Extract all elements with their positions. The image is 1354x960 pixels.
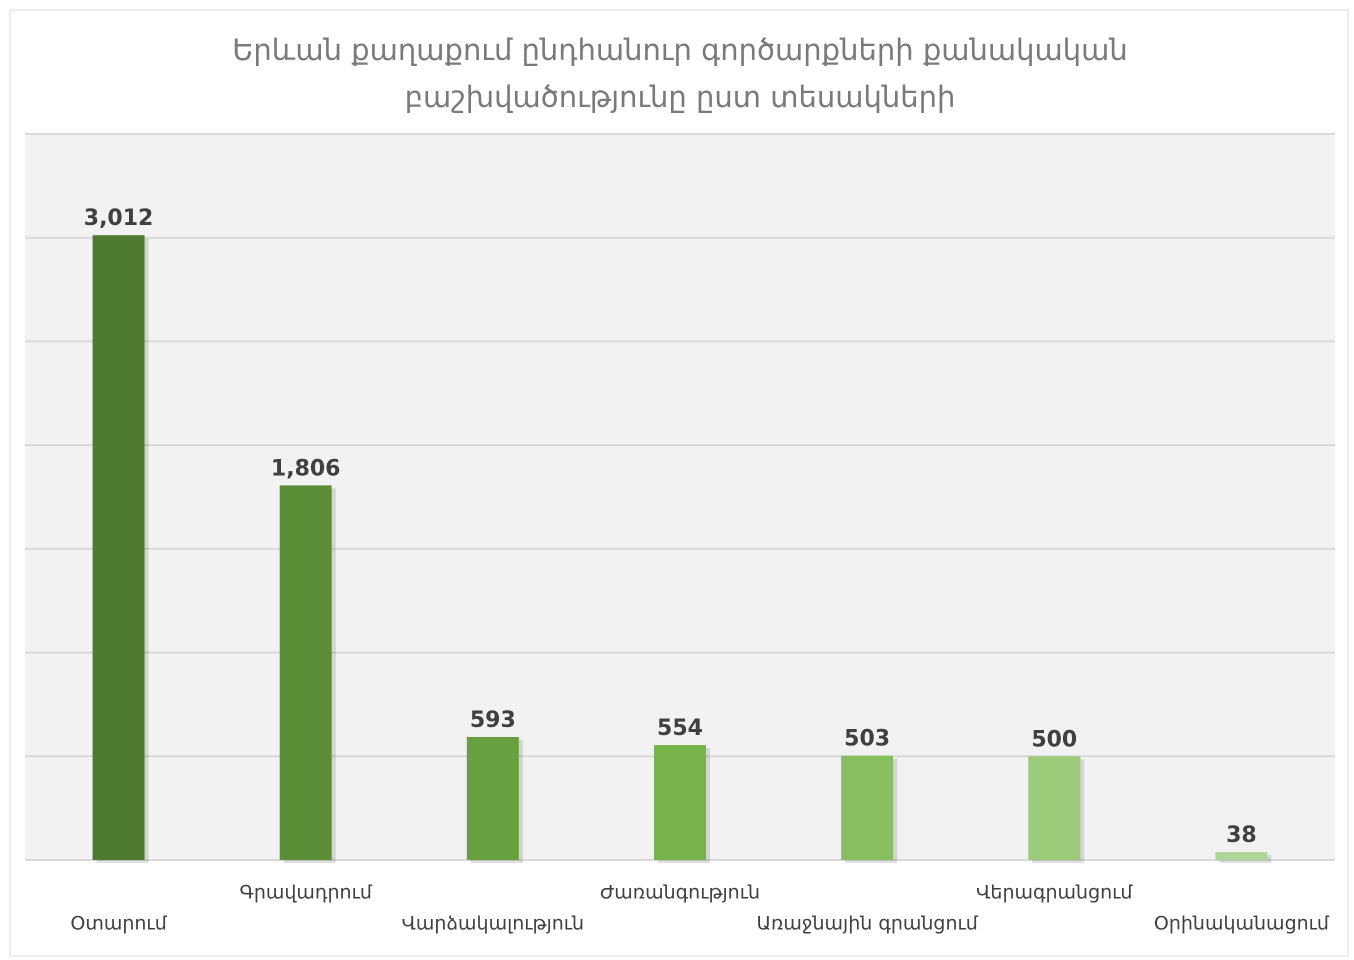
- plot-area: [25, 134, 1335, 860]
- x-tick-label: Օրինականացում: [1154, 913, 1330, 935]
- chart-title: բաշխվածությունը ըստ տեսակների: [405, 80, 956, 114]
- bar: [841, 755, 894, 860]
- x-tick-label: Գրավադրում: [240, 882, 373, 904]
- value-label: 3,012: [84, 206, 154, 231]
- x-tick-label: Վարձակալություն: [402, 913, 584, 935]
- value-label: 503: [844, 727, 890, 752]
- bar: [654, 745, 706, 860]
- x-tick-label: Ժառանգություն: [600, 882, 760, 904]
- x-tick-label: Վերագրանցում: [976, 882, 1133, 904]
- value-label: 554: [657, 716, 703, 741]
- x-tick-label: Օտարում: [70, 913, 167, 935]
- chart-title: Երևան քաղաքում ընդհանուր գործարքների քան…: [232, 33, 1128, 67]
- bar: [1215, 852, 1268, 860]
- value-label: 1,806: [271, 456, 341, 481]
- bar: [92, 235, 145, 860]
- value-label: 500: [1031, 727, 1077, 752]
- value-label: 38: [1226, 823, 1257, 848]
- value-label: 593: [470, 708, 516, 733]
- x-tick-label: Առաջնային գրանցում: [756, 913, 978, 935]
- bar: [1028, 756, 1081, 860]
- bar: [279, 485, 332, 860]
- bar: [466, 736, 519, 860]
